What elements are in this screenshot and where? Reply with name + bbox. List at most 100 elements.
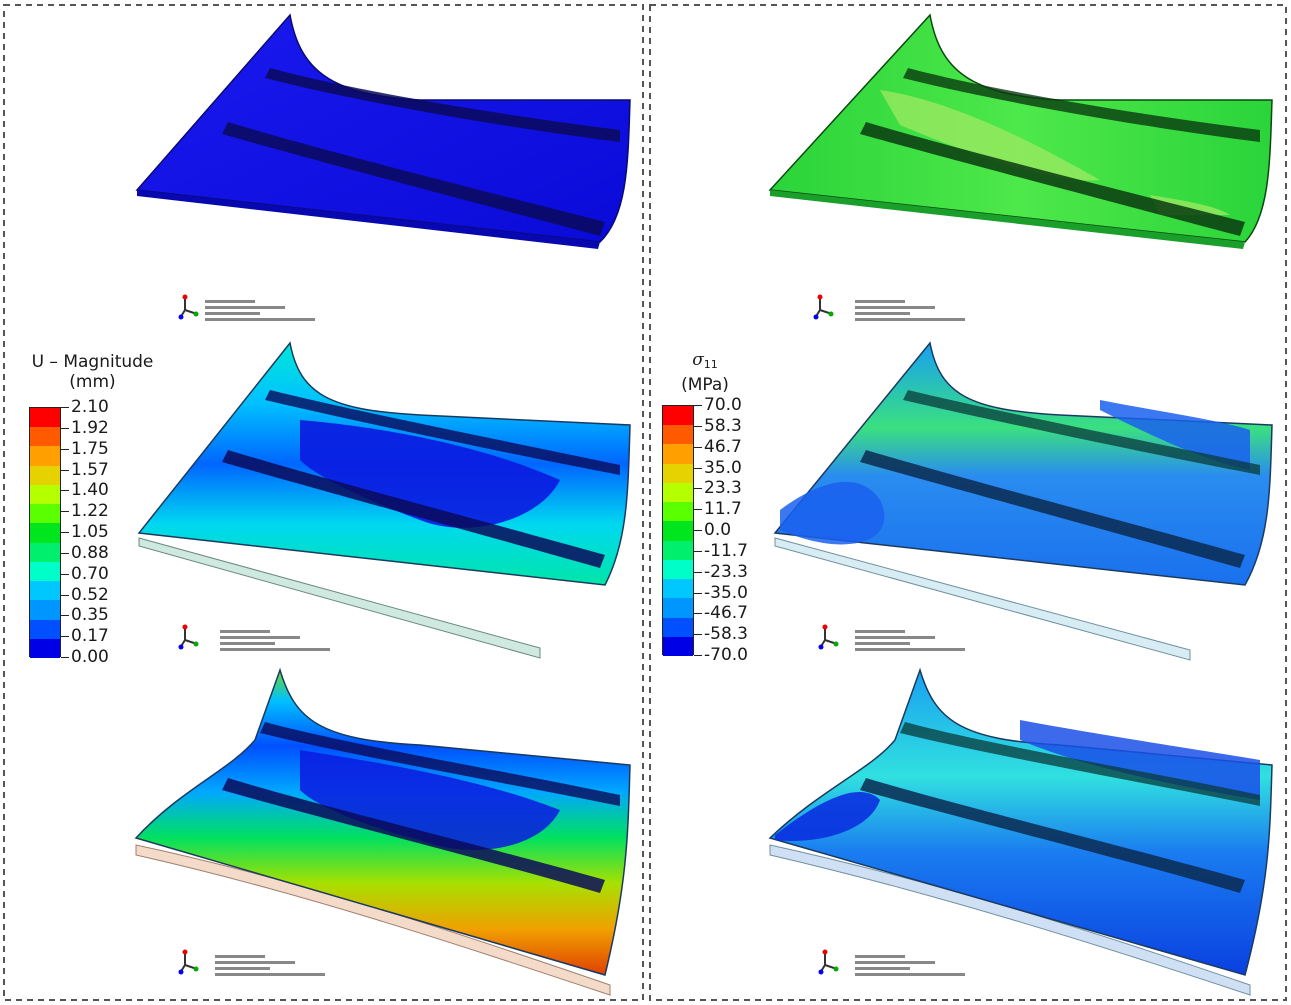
u-magnitude-plot-3 xyxy=(134,667,631,996)
viewport-caption xyxy=(855,300,965,321)
colorbar-tick-label: 1.57 xyxy=(71,459,109,480)
left-legend-title-line1: U – Magnitude xyxy=(31,352,154,372)
viewport-caption xyxy=(215,955,325,976)
colorbar-tick-label: 1.40 xyxy=(71,480,109,501)
colorbar-band xyxy=(30,581,60,601)
colorbar-tick xyxy=(61,532,69,533)
stress-plot-2 xyxy=(773,341,1273,661)
colorbar-band xyxy=(30,542,60,563)
colorbar-tick xyxy=(694,571,702,573)
stiffener-band xyxy=(265,68,620,142)
colorbar-tick xyxy=(694,655,702,656)
colorbar-band xyxy=(663,502,693,522)
right-legend-sigma: σ xyxy=(692,350,704,370)
colorbar-tick xyxy=(61,490,69,492)
colorbar-tick xyxy=(61,594,69,596)
colorbar-tick xyxy=(61,615,69,617)
left-legend-title: U – Magnitude (mm) xyxy=(20,352,165,392)
colorbar-tick-label: 1.92 xyxy=(71,417,109,438)
stiffener-band xyxy=(860,122,1245,236)
stiffener-band xyxy=(860,778,1245,893)
colorbar-tick xyxy=(61,573,69,575)
colorbar-band xyxy=(663,559,693,580)
stiffener-band xyxy=(265,390,620,475)
colorbar-tick xyxy=(61,407,69,408)
colorbar-tick xyxy=(61,511,69,513)
right-legend-colorbar xyxy=(662,405,694,657)
right-legend-unit: (MPa) xyxy=(681,375,729,395)
stiffener-band xyxy=(860,450,1245,568)
colorbar-band xyxy=(663,598,693,619)
stress-plot-3 xyxy=(768,667,1273,996)
colorbar-tick-label: 1.75 xyxy=(71,438,109,459)
colorbar-band xyxy=(30,600,60,621)
stiffener-band xyxy=(900,722,1260,806)
colorbar-band xyxy=(30,561,60,582)
colorbar-band xyxy=(30,523,60,544)
stiffener-band xyxy=(222,778,605,893)
right-legend-symbol: σ11 xyxy=(665,350,745,375)
colorbar-band xyxy=(30,446,60,467)
u-magnitude-plot-2 xyxy=(137,341,631,659)
viewport-caption xyxy=(220,630,330,651)
colorbar-tick-label: 0.00 xyxy=(71,647,109,667)
colorbar-tick-label: 35.0 xyxy=(704,457,742,478)
colorbar-tick-label: 0.88 xyxy=(71,542,109,563)
colorbar-tick-label: 0.70 xyxy=(71,563,109,584)
colorbar-band xyxy=(663,617,693,638)
colorbar-tick-label: -23.3 xyxy=(704,561,748,582)
right-legend-title: σ11 (MPa) xyxy=(665,350,745,395)
colorbar-tick-label: 0.52 xyxy=(71,584,109,605)
colorbar-tick-label: -70.0 xyxy=(704,645,748,665)
colorbar-tick xyxy=(694,425,702,427)
colorbar-tick xyxy=(694,613,702,615)
axis-triad-icon xyxy=(818,949,839,975)
viewport-caption xyxy=(205,300,315,321)
axis-triad-icon xyxy=(818,624,839,650)
colorbar-band xyxy=(30,408,60,428)
colorbar-tick xyxy=(61,636,69,638)
colorbar-band xyxy=(663,444,693,465)
colorbar-tick xyxy=(61,448,69,450)
colorbar-band xyxy=(663,636,693,657)
colorbar-tick xyxy=(694,405,702,406)
colorbar-tick-label: 70.0 xyxy=(704,395,742,415)
stiffener-band xyxy=(260,722,620,806)
colorbar-tick-label: 0.35 xyxy=(71,605,109,626)
colorbar-tick-label: -11.7 xyxy=(704,540,748,561)
colorbar-tick xyxy=(694,530,702,531)
colorbar-band xyxy=(30,484,60,505)
colorbar-band xyxy=(663,579,693,599)
colorbar-tick xyxy=(694,550,702,552)
colorbar-tick xyxy=(694,634,702,636)
stress-plot-1 xyxy=(768,13,1273,249)
colorbar-tick xyxy=(61,552,69,554)
colorbar-band xyxy=(663,406,693,426)
colorbar-band xyxy=(30,619,60,640)
viewport-caption xyxy=(855,630,965,651)
colorbar-band xyxy=(30,638,60,659)
colorbar-tick xyxy=(61,469,69,471)
u-magnitude-plot-1 xyxy=(135,13,631,249)
colorbar-band xyxy=(663,540,693,561)
colorbar-tick-label: 1.22 xyxy=(71,501,109,522)
left-panel-frame xyxy=(3,4,644,1001)
axis-triad-icon xyxy=(178,294,199,320)
colorbar-tick-label: 1.05 xyxy=(71,522,109,542)
colorbar-tick-label: 2.10 xyxy=(71,397,109,417)
viewport-caption xyxy=(855,955,965,976)
colorbar-tick xyxy=(694,509,702,511)
colorbar-tick xyxy=(694,488,702,490)
right-legend-subscript: 11 xyxy=(703,358,718,371)
stiffener-band xyxy=(222,450,605,568)
colorbar-tick-label: 23.3 xyxy=(704,478,742,499)
colorbar-tick-label: 0.17 xyxy=(71,626,109,647)
right-panel-frame xyxy=(649,4,1287,1001)
stiffener-band xyxy=(903,390,1260,475)
colorbar-tick-label: 46.7 xyxy=(704,436,742,457)
colorbar-tick xyxy=(694,467,702,469)
left-legend-colorbar xyxy=(29,407,61,659)
colorbar-tick-label: 58.3 xyxy=(704,415,742,436)
colorbar-band xyxy=(30,504,60,524)
